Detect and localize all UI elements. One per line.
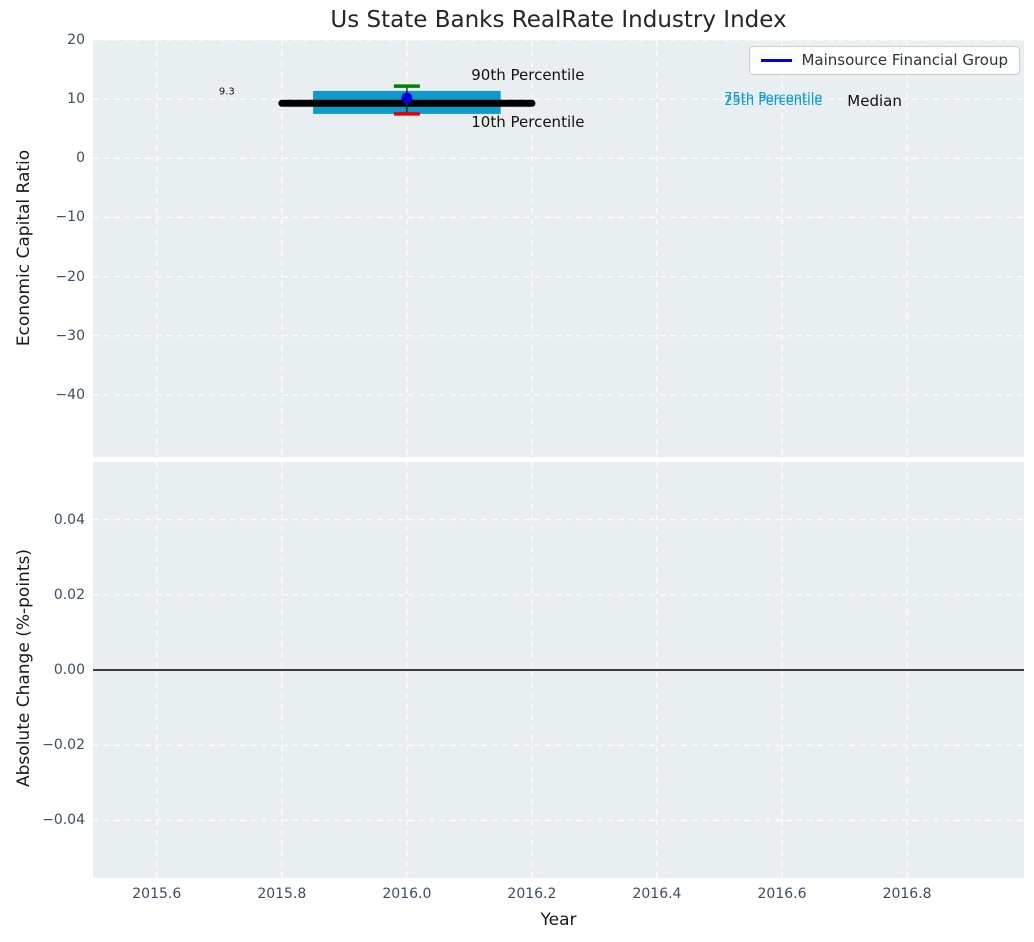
median-value-label: 9.3 — [218, 86, 235, 98]
legend-label: Mainsource Financial Group — [801, 51, 1008, 69]
x-tick-label: 2016.2 — [507, 886, 557, 902]
bottom-panel — [93, 462, 1024, 878]
y-tick-label-bottom: −0.02 — [42, 737, 85, 754]
legend: Mainsource Financial Group — [749, 46, 1020, 75]
chart-title: Us State Banks RealRate Industry Index — [330, 7, 787, 33]
x-tick-label: 2016.4 — [632, 886, 682, 902]
y-tick-label-top: 0 — [76, 150, 85, 167]
median-annotation: Median — [847, 91, 902, 110]
p75-annotation: 75th Percentile — [724, 90, 823, 106]
x-axis-label: Year — [540, 910, 577, 930]
top-panel — [93, 40, 1024, 457]
y-tick-label-top: −10 — [55, 209, 85, 226]
y-tick-label-top: −40 — [55, 386, 85, 403]
y-tick-label-top: 10 — [67, 91, 85, 108]
y-tick-label-bottom: 0.04 — [53, 511, 85, 528]
top-panel-canvas — [93, 40, 1024, 457]
y-tick-label-bottom: −0.04 — [42, 812, 85, 829]
x-tick-label: 2015.8 — [257, 886, 307, 902]
p90-annotation: 90th Percentile — [471, 66, 585, 85]
company-marker — [401, 92, 413, 104]
bottom-panel-canvas — [93, 462, 1024, 878]
x-tick-label: 2016.8 — [882, 886, 932, 902]
y-tick-label-top: −30 — [55, 327, 85, 344]
x-tick-label: 2016.6 — [757, 886, 807, 902]
x-tick-label: 2015.6 — [132, 886, 182, 902]
y-tick-label-bottom: 0.02 — [53, 586, 85, 603]
p10-annotation: 10th Percentile — [471, 112, 585, 131]
p25-annotation: 25th Percentile — [724, 93, 823, 109]
y-tick-label-bottom: 0.00 — [53, 662, 85, 678]
y-axis-label-top: Economic Capital Ratio — [14, 149, 34, 347]
y-tick-label-top: 20 — [67, 32, 85, 48]
legend-line-swatch — [761, 58, 793, 62]
y-tick-label-top: −20 — [55, 268, 85, 285]
x-tick-label: 2016.0 — [382, 886, 432, 902]
